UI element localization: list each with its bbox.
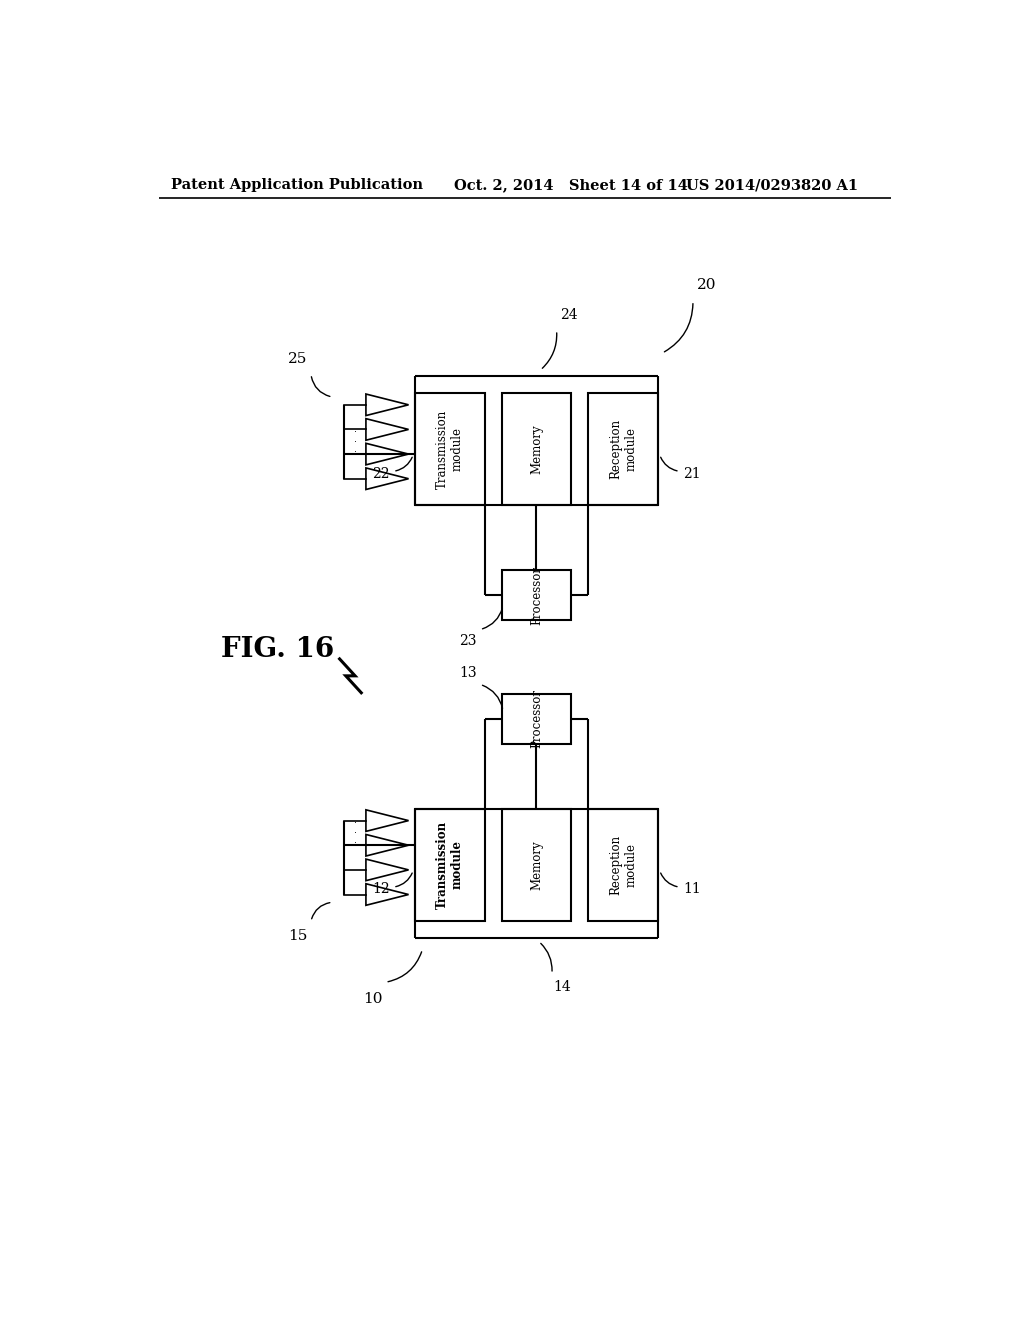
Polygon shape [366,834,409,857]
Text: Processor: Processor [530,689,543,748]
Text: 23: 23 [459,635,477,648]
Text: 21: 21 [683,467,700,480]
Text: Transmission
module: Transmission module [435,821,464,909]
Bar [502,693,571,743]
Text: 25: 25 [289,352,308,367]
Polygon shape [366,444,409,465]
Polygon shape [366,884,409,906]
Bar [502,570,571,620]
Text: 24: 24 [560,309,578,322]
Text: 10: 10 [362,991,382,1006]
Text: Memory: Memory [530,424,543,474]
Text: Memory: Memory [530,840,543,890]
Text: 15: 15 [289,929,308,944]
Text: 22: 22 [373,467,390,480]
Text: FIG. 16: FIG. 16 [221,636,334,663]
Polygon shape [366,810,409,832]
Polygon shape [366,469,409,490]
Polygon shape [366,395,409,416]
Text: 12: 12 [373,883,390,896]
Text: 20: 20 [697,277,717,292]
Bar [415,393,484,506]
Text: ·
·
·: · · · [353,426,356,457]
Polygon shape [366,859,409,880]
Bar [415,809,484,921]
Bar [502,393,571,506]
Text: Reception
module: Reception module [609,418,637,479]
Text: Transmission
module: Transmission module [435,409,464,488]
Text: 13: 13 [459,665,477,680]
Bar [589,809,658,921]
Text: Oct. 2, 2014   Sheet 14 of 14: Oct. 2, 2014 Sheet 14 of 14 [454,178,687,193]
Text: Patent Application Publication: Patent Application Publication [171,178,423,193]
Text: 11: 11 [683,883,700,896]
Text: ·
·
·: · · · [353,818,356,847]
Text: 14: 14 [554,979,571,994]
Text: US 2014/0293820 A1: US 2014/0293820 A1 [686,178,858,193]
Bar [589,393,658,506]
Text: Reception
module: Reception module [609,834,637,895]
Bar [502,809,571,921]
Polygon shape [366,418,409,441]
Text: Processor: Processor [530,566,543,624]
